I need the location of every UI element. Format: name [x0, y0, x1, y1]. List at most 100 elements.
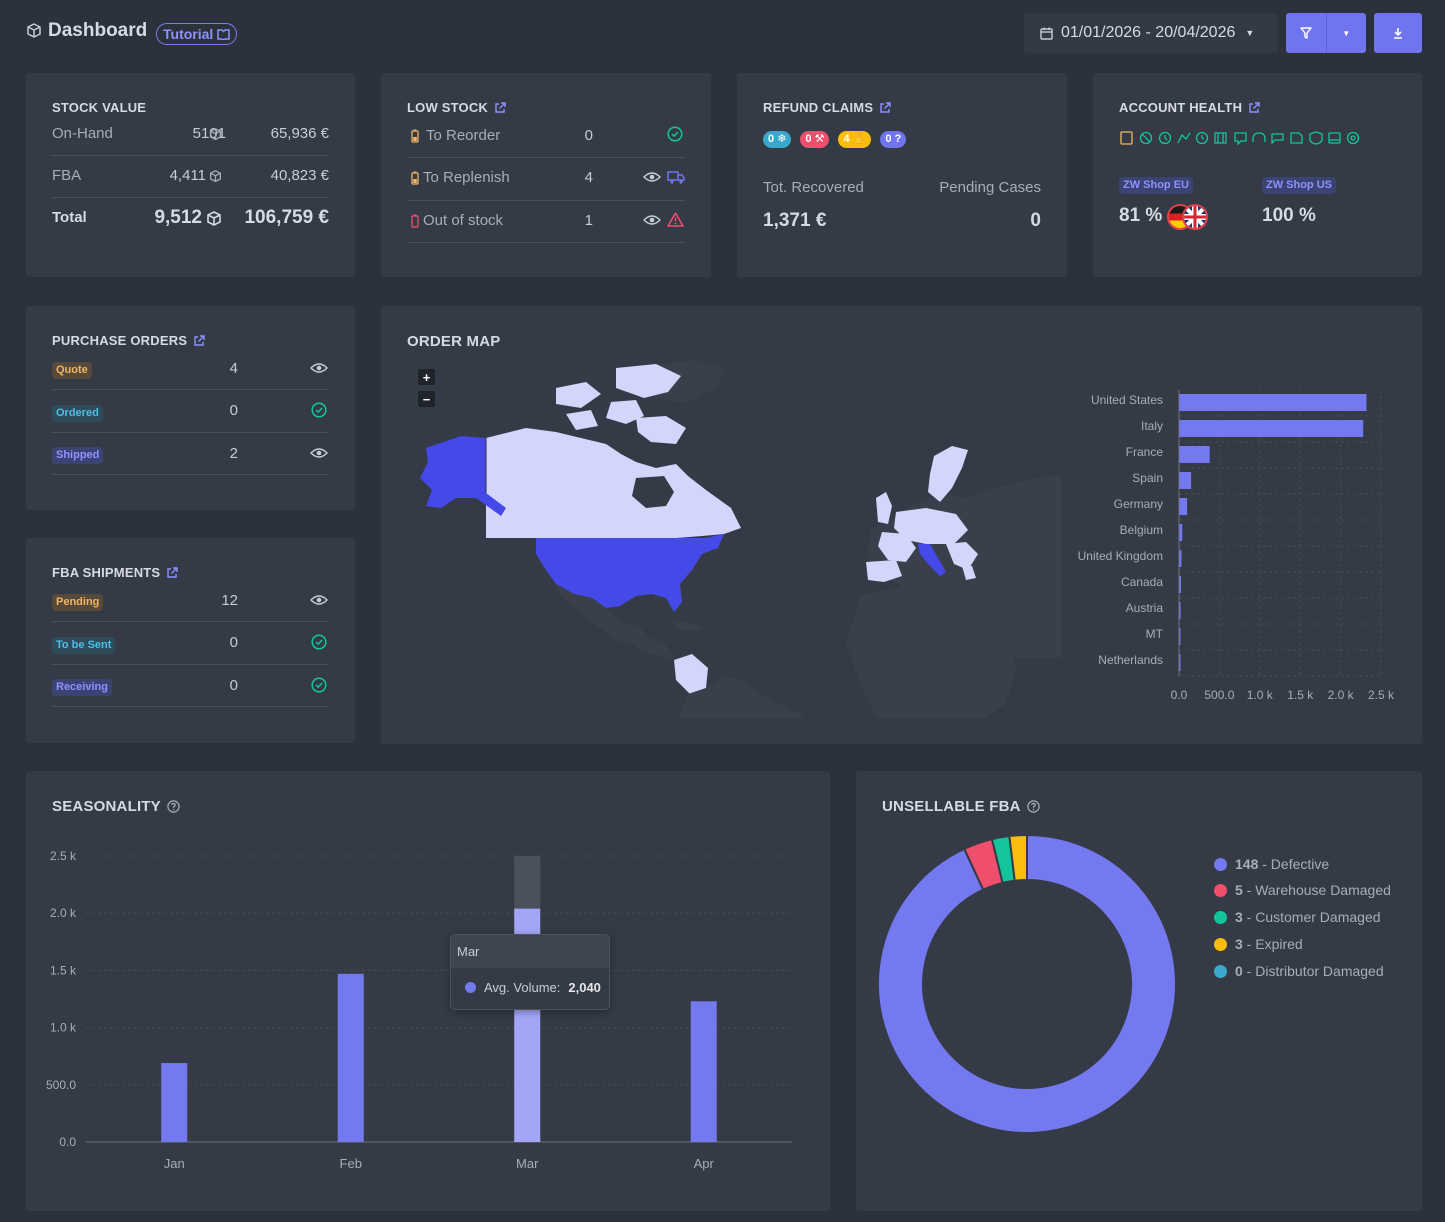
refund-badge-handshake[interactable]: 4 ✋ — [838, 131, 872, 148]
seasonality-card: SEASONALITY 0.0 500.0 1.0 k 1.5 k 2.0 k 2.5 k… — [26, 771, 830, 1211]
badge-count: 0 — [885, 133, 892, 145]
eye-icon[interactable] — [643, 214, 661, 226]
unsellable-title-text: UNSELLABLE FBA — [882, 798, 1021, 815]
legend-item-expired[interactable]: 3 - Expired — [1214, 936, 1303, 952]
fba-shipments-title[interactable]: FBA SHIPMENTS — [52, 565, 178, 580]
legend-dot — [1214, 964, 1227, 978]
zoom-in-button[interactable]: + — [418, 369, 435, 385]
filter-toggle[interactable] — [1286, 13, 1326, 53]
stock-value-title: STOCK VALUE — [52, 100, 147, 115]
y-tick-label: 1.5 k — [50, 963, 77, 977]
map-canada — [486, 428, 741, 538]
eye-icon[interactable] — [310, 447, 328, 459]
battery-empty-icon — [411, 214, 419, 228]
legend-item-warehouse-damaged[interactable]: 5 - Warehouse Damaged — [1214, 882, 1391, 898]
stock-total-units: 9,512 — [154, 207, 202, 228]
refund-claims-card: REFUND CLAIMS 0 ❄ 0 ⚒ 4 ✋ 0 ? Tot. Recov… — [737, 73, 1067, 277]
check-circle-icon — [311, 677, 327, 693]
shop-eu-badge: ZW Shop EU — [1119, 177, 1193, 194]
purchase-orders-title-text: PURCHASE ORDERS — [52, 333, 188, 348]
legend-label: - Distributor Damaged — [1242, 963, 1384, 979]
map-france — [878, 532, 916, 562]
country-bar — [1179, 628, 1181, 645]
external-link-icon[interactable] — [494, 101, 506, 114]
legend-item-customer-damaged[interactable]: 3 - Customer Damaged — [1214, 909, 1381, 925]
caret-down-icon: ▼ — [1342, 28, 1351, 38]
map-usa — [536, 534, 724, 612]
map-mexico — [556, 584, 650, 646]
uk-flag-icon — [1182, 204, 1208, 230]
external-link-icon[interactable] — [193, 334, 205, 347]
low-stock-card: LOW STOCK To Reorder 0 To Replenish 4 Ou… — [381, 73, 711, 277]
eye-icon[interactable] — [310, 362, 328, 374]
donut-slice — [877, 833, 1177, 1134]
date-range-picker[interactable]: 01/01/2026 - 20/04/2026 ▼ — [1024, 13, 1278, 53]
y-tick-label: 1.0 k — [50, 1021, 77, 1035]
refund-badge-hammer[interactable]: 0 ⚒ — [800, 131, 830, 148]
map-italy — [918, 544, 946, 576]
fba-count: 12 — [221, 592, 238, 609]
filter-dropdown[interactable]: ▼ — [1327, 13, 1367, 53]
fba-status-pending: Pending — [52, 594, 104, 611]
map-hudson-bay — [632, 476, 674, 508]
map-caribbean — [668, 620, 706, 630]
top-bar: Dashboard Tutorial 01/01/2026 - 20/04/20… — [0, 0, 1445, 66]
tutorial-button[interactable]: Tutorial — [156, 23, 238, 45]
stock-total-label: Total — [52, 209, 87, 226]
purchase-orders-card: PURCHASE ORDERS Quote 4 Ordered 0 Shippe… — [26, 306, 355, 510]
purchase-orders-title[interactable]: PURCHASE ORDERS — [52, 333, 205, 348]
eye-icon[interactable] — [643, 171, 661, 183]
page-title: Dashboard — [26, 20, 147, 42]
po-count: 0 — [229, 402, 238, 419]
po-status-shipped: Shipped — [52, 447, 104, 464]
zoom-out-button[interactable]: − — [418, 391, 435, 407]
legend-item-defective[interactable]: 148 - Defective — [1214, 856, 1329, 872]
stock-row-label: On-Hand — [52, 125, 113, 142]
month-bar — [690, 1001, 717, 1142]
x-tick-label: 0.0 — [1171, 688, 1188, 702]
date-range-text: 01/01/2026 - 20/04/2026 — [1061, 24, 1236, 41]
filter-button[interactable]: ▼ — [1286, 13, 1366, 53]
external-link-icon[interactable] — [166, 566, 178, 579]
map-central-europe — [894, 508, 968, 544]
legend-item-distributor-damaged[interactable]: 0 - Distributor Damaged — [1214, 963, 1384, 979]
refund-badge-snowflake[interactable]: 0 ❄ — [763, 131, 792, 148]
country-bar — [1179, 394, 1367, 411]
category-label: Canada — [1121, 575, 1163, 589]
account-health-card: ACCOUNT HEALTH ZW Shop EU 81 % — [1093, 73, 1422, 277]
download-icon — [1394, 28, 1402, 39]
legend-count: 3 — [1235, 936, 1243, 952]
country-bar — [1179, 550, 1182, 567]
world-map[interactable] — [406, 358, 1061, 718]
x-tick-label: 2.0 k — [1328, 688, 1355, 702]
low-stock-title[interactable]: LOW STOCK — [407, 100, 506, 115]
box-icon — [209, 128, 222, 141]
y-tick-label: 2.5 k — [50, 849, 77, 863]
tutorial-label: Tutorial — [163, 26, 214, 42]
download-button[interactable] — [1374, 13, 1422, 53]
po-status-quote: Quote — [52, 362, 92, 379]
month-bar — [161, 1063, 188, 1142]
map-uk — [876, 492, 892, 524]
y-tick-label: 2.0 k — [50, 906, 77, 920]
pending-cases-value: 0 — [1030, 210, 1041, 231]
help-circle-icon[interactable] — [1026, 800, 1040, 813]
x-tick-label: Apr — [694, 1156, 715, 1171]
warning-icon — [667, 212, 684, 227]
external-link-icon[interactable] — [1248, 101, 1260, 114]
refund-badge-question[interactable]: 0 ? — [880, 131, 907, 148]
account-health-title[interactable]: ACCOUNT HEALTH — [1119, 100, 1260, 115]
fba-shipments-card: FBA SHIPMENTS Pending 12 To be Sent 0 Re… — [26, 538, 355, 743]
check-circle-icon — [667, 126, 683, 142]
external-link-icon[interactable] — [879, 101, 891, 114]
filter-icon — [1300, 27, 1312, 39]
low-stock-title-text: LOW STOCK — [407, 100, 488, 115]
eye-icon[interactable] — [310, 594, 328, 606]
calendar-icon — [1040, 27, 1053, 40]
refund-claims-title[interactable]: REFUND CLAIMS — [763, 100, 891, 115]
health-metric-icons[interactable] — [1120, 131, 1360, 145]
donut-slice — [1008, 833, 1028, 882]
stock-total-value: 106,759 € — [244, 207, 329, 228]
unsellable-title: UNSELLABLE FBA — [882, 798, 1040, 815]
help-circle-icon[interactable] — [167, 800, 180, 813]
